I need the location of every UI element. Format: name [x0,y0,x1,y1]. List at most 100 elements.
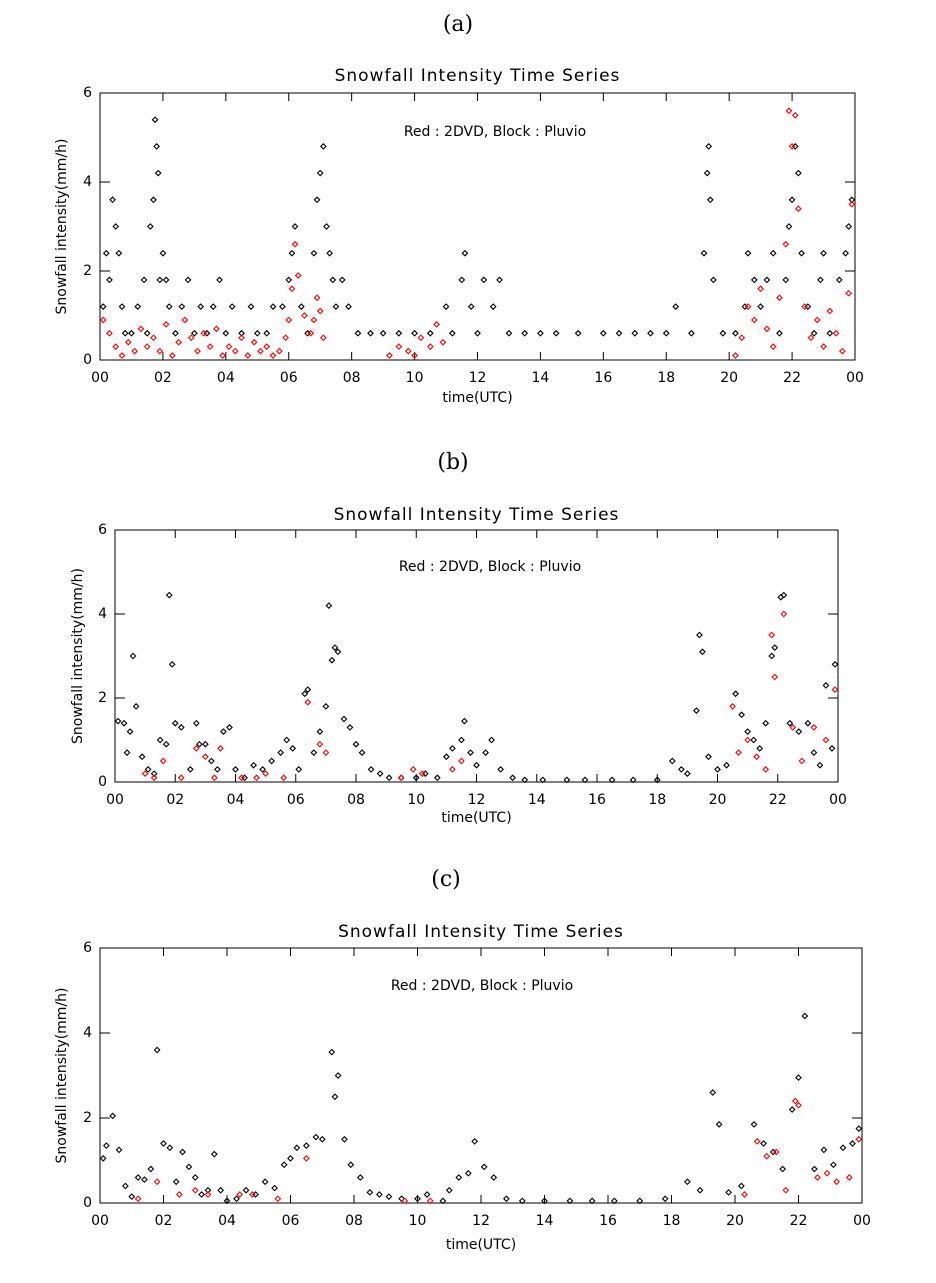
y-tick-label: 6 [83,940,92,956]
data-point [232,766,239,773]
data-point [304,698,312,706]
y-axis-label: Snowfall intensity(mm/h) [70,568,86,744]
data-point [177,724,185,731]
panel-label: (a) [443,12,473,37]
chart-title: Snowfall Intensity Time Series [335,66,621,86]
data-point [785,107,793,115]
data-point [331,1093,339,1101]
data-point [458,757,465,765]
data-point [331,644,339,651]
x-tick-label: 20 [726,1213,744,1229]
data-point [192,719,200,727]
data-point [99,1154,107,1162]
data-point [723,761,730,769]
data-point [608,776,616,784]
x-tick-label: 08 [345,1213,363,1229]
data-point [160,1140,167,1147]
data-point [496,276,503,284]
data-point [490,1174,498,1181]
x-tick-label: 04 [217,370,235,386]
chart-title: Snowfall Intensity Time Series [334,505,620,525]
data-point [222,329,230,337]
data-point [99,316,107,324]
data-point [297,303,305,310]
data-point [788,196,796,204]
data-point [482,749,489,756]
data-point [833,1178,840,1186]
data-point [150,196,157,204]
data-point [768,652,776,660]
y-tick-label: 2 [98,690,107,706]
data-point [467,303,475,310]
data-point [154,169,162,177]
data-point [426,343,434,351]
data-point [216,276,223,284]
data-point [855,1135,863,1143]
data-point [231,347,239,355]
data-point [750,276,758,284]
data-point [102,249,110,257]
data-point [195,740,203,748]
data-point [845,289,853,297]
data-point [763,276,771,284]
data-point [322,703,330,710]
data-point [810,329,818,337]
data-point [801,303,809,310]
y-tick-label: 6 [98,522,107,538]
data-point [662,329,670,337]
data-point [118,352,126,359]
data-point [192,745,200,752]
data-point [395,343,403,351]
data-point [385,1193,393,1201]
x-tick-label: 00 [829,792,847,808]
data-point [433,321,440,328]
data-point [274,1195,282,1203]
data-point [162,276,170,284]
data-point [334,648,342,656]
x-axis-label: time(UTC) [441,810,511,826]
data-point [261,1178,269,1186]
data-point [228,303,236,310]
data-point [411,352,418,359]
data-point [186,766,194,773]
data-point [489,303,497,310]
x-tick-label: 12 [472,1213,490,1229]
data-point [588,1197,596,1205]
data-point [332,303,340,310]
data-point [168,661,176,668]
data-point [134,1174,142,1181]
data-point [738,711,745,719]
data-point [210,1150,218,1158]
data-point [474,329,481,337]
data-point [397,774,405,782]
x-tick-label: 14 [528,792,546,808]
data-point [242,1186,250,1194]
data-point [563,776,571,784]
data-point [223,1197,231,1205]
data-point [845,1174,853,1181]
data-point [132,703,140,710]
data-point [328,1048,336,1056]
data-point [118,303,126,310]
data-point [769,249,777,257]
data-point [782,276,790,284]
data-point [358,749,366,756]
data-point [175,1191,183,1198]
data-point [226,724,233,731]
data-point [776,294,783,302]
data-point [310,249,318,257]
data-point [280,774,288,782]
data-point [449,745,456,752]
x-tick-label: 16 [594,370,612,386]
data-point [275,347,283,355]
data-point [204,1186,212,1194]
data-point [257,347,264,355]
data-point [233,1195,240,1203]
data-point [190,329,198,337]
x-tick-label: 22 [769,792,787,808]
data-point [263,329,271,337]
data-point [121,329,129,337]
data-point [295,766,303,773]
data-point [134,1195,142,1203]
data-point [683,770,691,777]
